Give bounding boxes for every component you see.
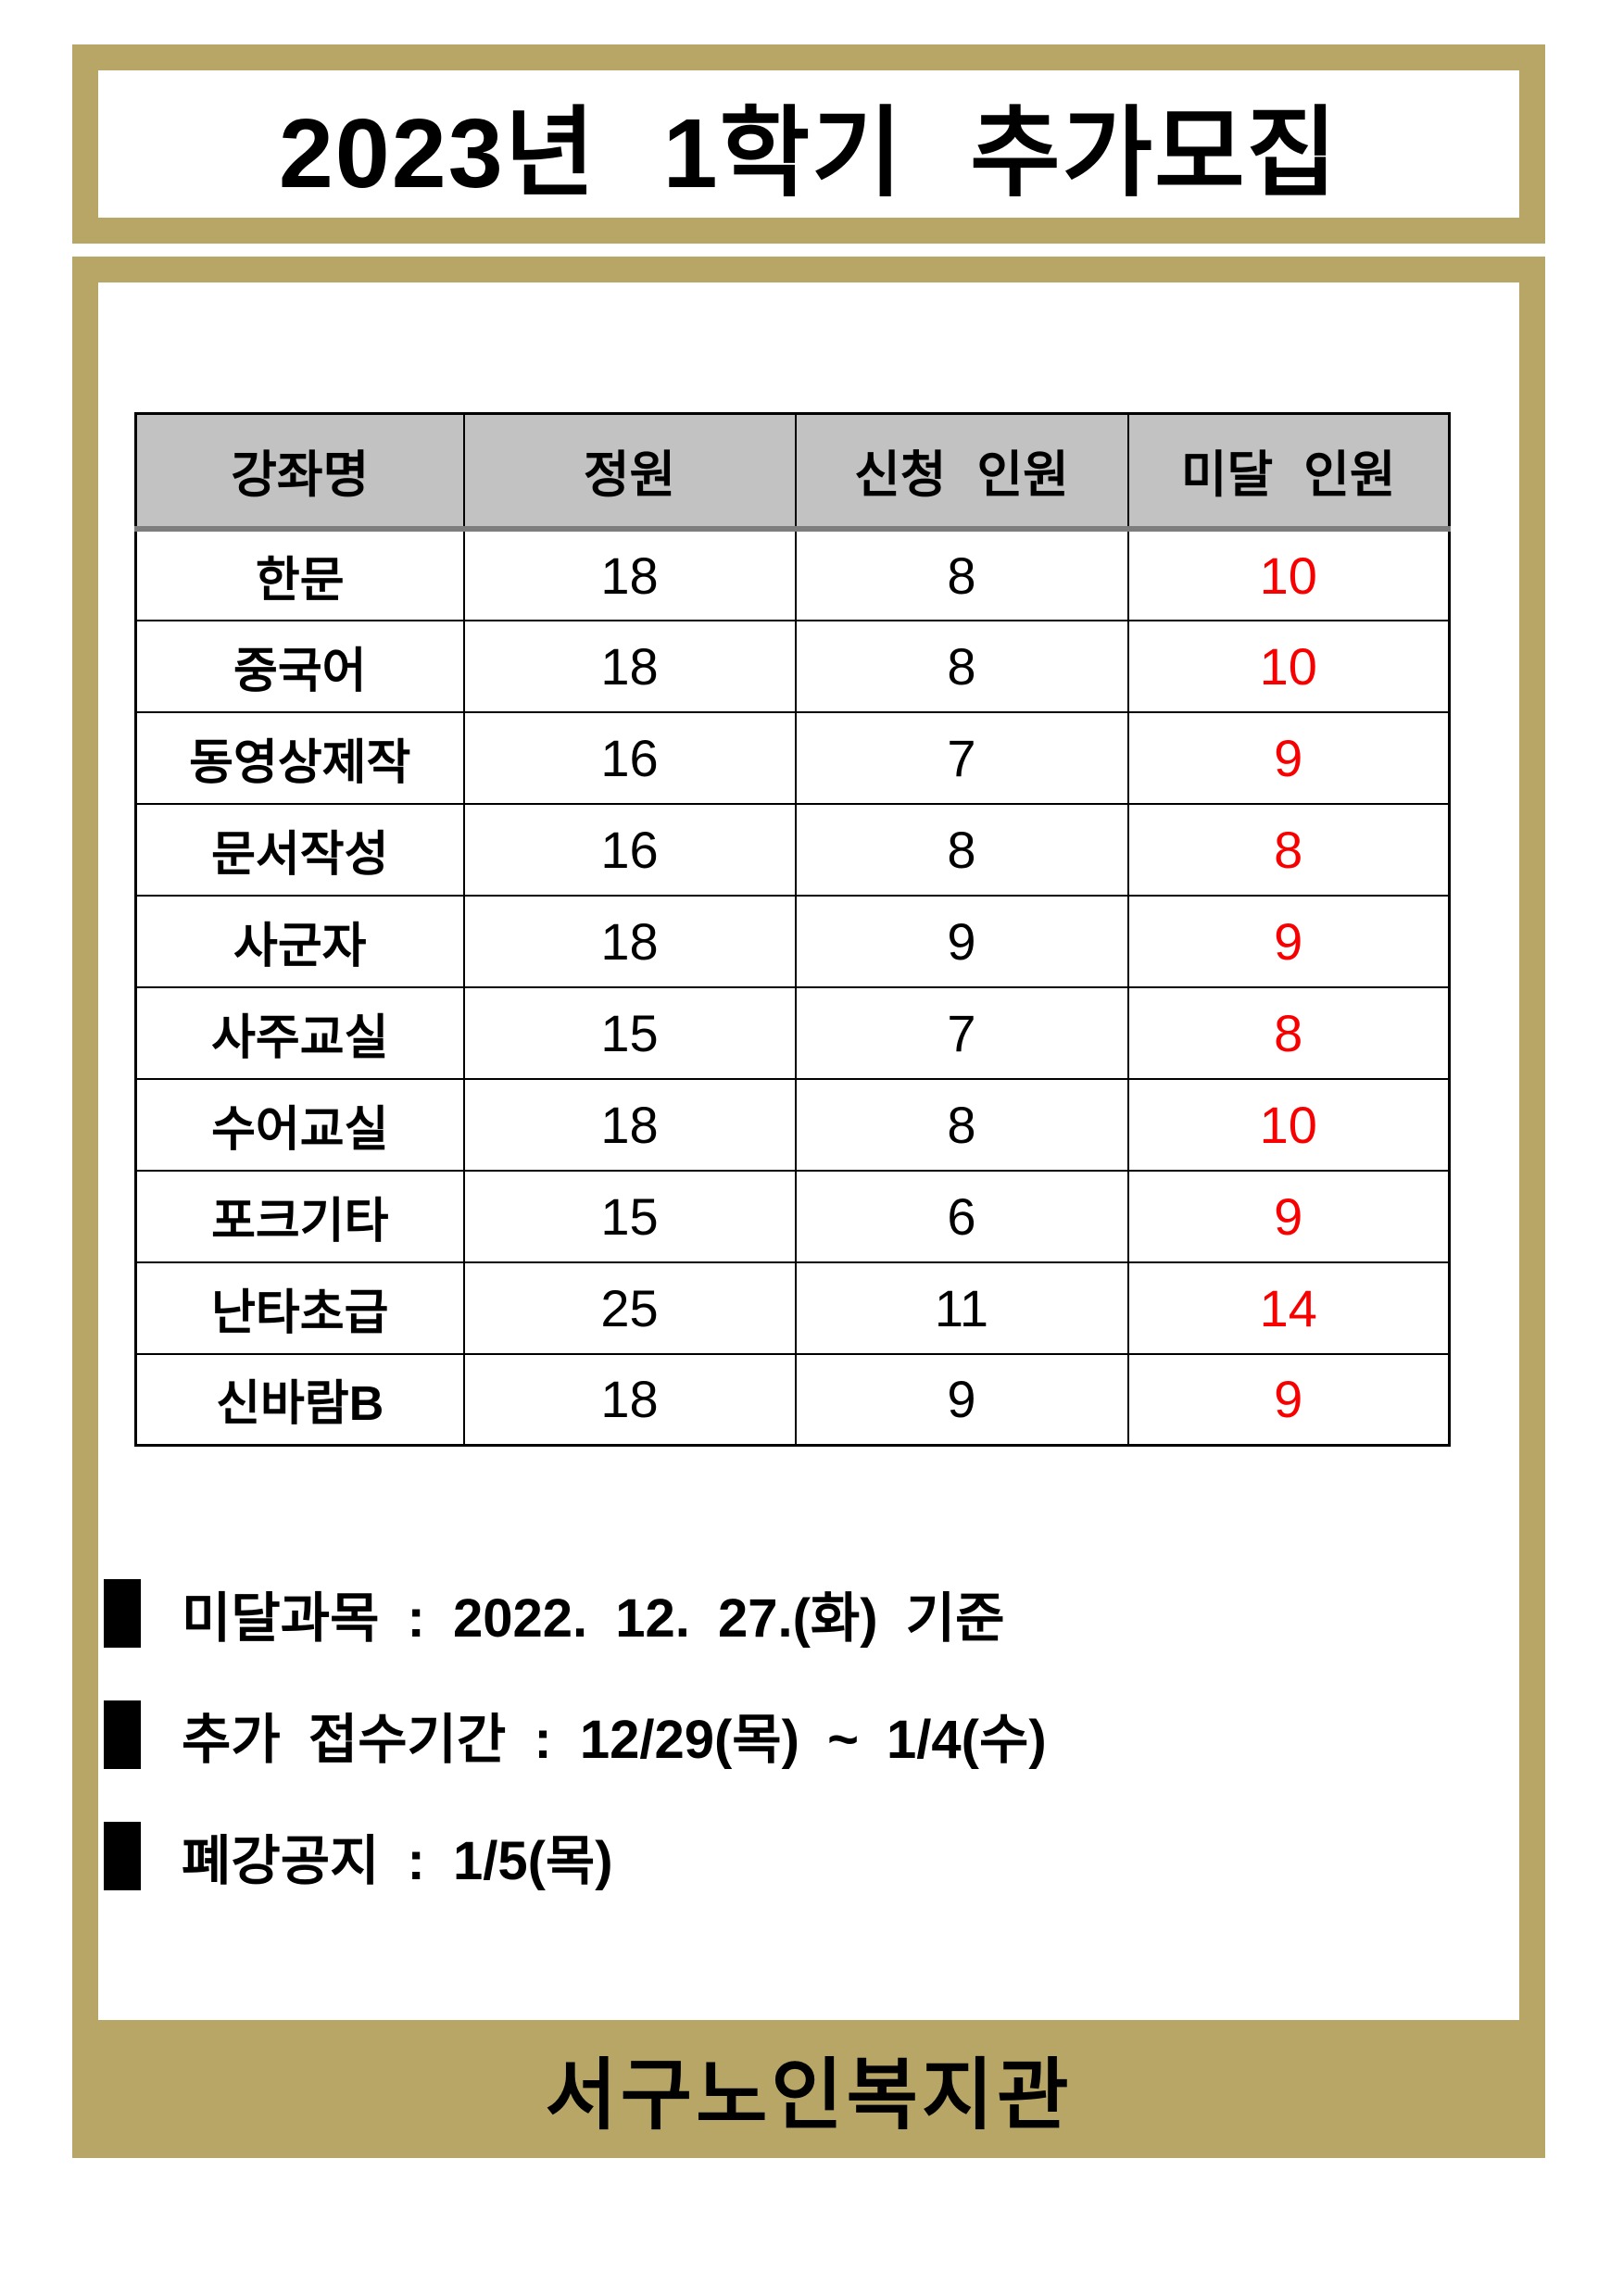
cell-applicants: 8 xyxy=(794,619,1129,713)
cell-course-name: 신바람B xyxy=(134,1352,465,1447)
cell-applicants: 7 xyxy=(794,985,1129,1080)
header-applicants: 신청 인원 xyxy=(794,412,1129,532)
course-table-body: 한문 18 8 10 중국어 18 8 10 동영상제작 16 7 9 문서작성… xyxy=(134,527,1451,1447)
cell-course-name: 포크기타 xyxy=(134,1169,465,1263)
cell-capacity: 25 xyxy=(462,1261,797,1355)
cell-shortfall: 10 xyxy=(1126,527,1451,621)
content-box: 강좌명 정원 신청 인원 미달 인원 한문 18 8 10 중국어 18 8 1… xyxy=(72,257,1545,2158)
table-row: 신바람B 18 9 9 xyxy=(134,1352,1451,1447)
cell-shortfall: 14 xyxy=(1126,1261,1451,1355)
note-text: 미달과목 : 2022. 12. 27.(화) 기준 xyxy=(182,1588,1005,1649)
cell-capacity: 15 xyxy=(462,1169,797,1263)
course-table-header: 강좌명 정원 신청 인원 미달 인원 xyxy=(134,412,1451,532)
note-line: 추가 접수기간 : 12/29(목) ~ 1/4(수) xyxy=(104,1696,1047,1774)
page-title: 2023년 1학기 추가모집 xyxy=(278,98,1340,208)
table-row: 중국어 18 8 10 xyxy=(134,619,1451,713)
table-row: 사군자 18 9 9 xyxy=(134,894,1451,988)
cell-shortfall: 9 xyxy=(1126,710,1451,805)
note-text: 폐강공지 : 1/5(목) xyxy=(182,1831,613,1891)
cell-applicants: 9 xyxy=(794,1352,1129,1447)
cell-applicants: 11 xyxy=(794,1261,1129,1355)
cell-course-name: 한문 xyxy=(134,527,465,621)
footer-band: 서구노인복지관 xyxy=(72,2020,1545,2158)
note-line: 폐강공지 : 1/5(목) xyxy=(104,1817,613,1895)
table-row: 포크기타 15 6 9 xyxy=(134,1169,1451,1263)
table-row: 동영상제작 16 7 9 xyxy=(134,710,1451,805)
square-bullet-icon xyxy=(104,1822,141,1890)
table-row: 문서작성 16 8 8 xyxy=(134,802,1451,897)
cell-course-name: 수어교실 xyxy=(134,1077,465,1172)
cell-shortfall: 10 xyxy=(1126,619,1451,713)
cell-capacity: 18 xyxy=(462,527,797,621)
cell-course-name: 동영상제작 xyxy=(134,710,465,805)
header-course-name: 강좌명 xyxy=(134,412,465,532)
cell-capacity: 18 xyxy=(462,1077,797,1172)
course-table: 강좌명 정원 신청 인원 미달 인원 한문 18 8 10 중국어 18 8 1… xyxy=(134,412,1451,1447)
cell-applicants: 9 xyxy=(794,894,1129,988)
cell-course-name: 난타초급 xyxy=(134,1261,465,1355)
title-box: 2023년 1학기 추가모집 xyxy=(72,44,1545,244)
cell-applicants: 8 xyxy=(794,527,1129,621)
table-header-row: 강좌명 정원 신청 인원 미달 인원 xyxy=(134,412,1451,532)
cell-applicants: 7 xyxy=(794,710,1129,805)
table-row: 사주교실 15 7 8 xyxy=(134,985,1451,1080)
cell-shortfall: 10 xyxy=(1126,1077,1451,1172)
note-line: 미달과목 : 2022. 12. 27.(화) 기준 xyxy=(104,1575,1004,1652)
cell-applicants: 6 xyxy=(794,1169,1129,1263)
cell-shortfall: 9 xyxy=(1126,894,1451,988)
cell-course-name: 문서작성 xyxy=(134,802,465,897)
square-bullet-icon xyxy=(104,1700,141,1769)
table-row: 수어교실 18 8 10 xyxy=(134,1077,1451,1172)
cell-course-name: 사주교실 xyxy=(134,985,465,1080)
cell-capacity: 18 xyxy=(462,894,797,988)
cell-capacity: 18 xyxy=(462,1352,797,1447)
organization-name: 서구노인복지관 xyxy=(545,2051,1073,2139)
cell-shortfall: 9 xyxy=(1126,1352,1451,1447)
table-row: 한문 18 8 10 xyxy=(134,527,1451,621)
cell-shortfall: 8 xyxy=(1126,985,1451,1080)
table-row: 난타초급 25 11 14 xyxy=(134,1261,1451,1355)
header-shortfall: 미달 인원 xyxy=(1126,412,1451,532)
note-text: 추가 접수기간 : 12/29(목) ~ 1/4(수) xyxy=(182,1710,1047,1770)
cell-course-name: 중국어 xyxy=(134,619,465,713)
cell-capacity: 15 xyxy=(462,985,797,1080)
cell-course-name: 사군자 xyxy=(134,894,465,988)
cell-capacity: 16 xyxy=(462,710,797,805)
cell-capacity: 18 xyxy=(462,619,797,713)
cell-shortfall: 8 xyxy=(1126,802,1451,897)
cell-applicants: 8 xyxy=(794,1077,1129,1172)
cell-capacity: 16 xyxy=(462,802,797,897)
cell-applicants: 8 xyxy=(794,802,1129,897)
cell-shortfall: 9 xyxy=(1126,1169,1451,1263)
square-bullet-icon xyxy=(104,1579,141,1648)
header-capacity: 정원 xyxy=(462,412,797,532)
